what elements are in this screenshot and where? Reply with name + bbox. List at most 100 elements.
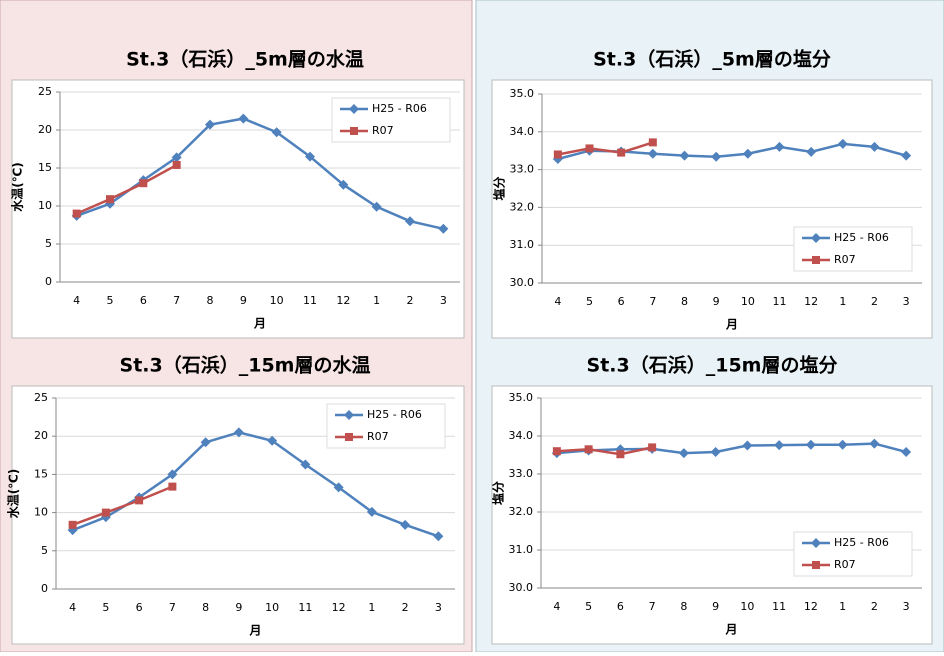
- legend-label: H25 - R06: [834, 231, 889, 244]
- y-axis-label: 水温(℃): [10, 162, 25, 212]
- y-tick-label: 30.0: [510, 276, 535, 289]
- x-axis-label: 月: [248, 624, 261, 638]
- marker: [72, 209, 81, 218]
- marker: [300, 459, 311, 470]
- y-tick-label: 15: [34, 467, 48, 480]
- marker: [901, 446, 912, 457]
- x-tick-label: 8: [680, 600, 687, 613]
- x-tick-label: 2: [871, 600, 878, 613]
- marker: [101, 508, 110, 517]
- marker: [805, 439, 816, 450]
- x-tick-label: 1: [368, 601, 375, 614]
- legend-label: H25 - R06: [367, 408, 422, 421]
- chart-title: St.3（石浜）_5m層の塩分: [593, 48, 831, 71]
- marker: [774, 440, 785, 451]
- marker: [205, 119, 215, 130]
- legend-marker: [350, 127, 358, 135]
- x-tick-label: 5: [586, 295, 593, 308]
- marker: [171, 152, 182, 163]
- x-tick-label: 1: [839, 600, 846, 613]
- marker: [338, 179, 349, 190]
- marker: [371, 201, 382, 212]
- marker: [584, 445, 593, 454]
- y-tick-label: 5: [45, 237, 52, 250]
- marker: [647, 148, 658, 159]
- y-tick-label: 10: [38, 199, 52, 212]
- marker: [648, 443, 657, 452]
- marker: [233, 427, 244, 438]
- marker: [837, 138, 848, 149]
- y-tick-label: 34.0: [509, 429, 534, 442]
- x-tick-label: 9: [240, 294, 247, 307]
- y-tick-label: 0: [41, 582, 48, 595]
- marker: [200, 437, 211, 448]
- series-line: [76, 163, 178, 215]
- y-tick-label: 0: [45, 275, 52, 288]
- x-tick-label: 10: [265, 601, 279, 614]
- marker: [333, 482, 344, 493]
- marker: [305, 151, 315, 162]
- marker: [135, 496, 144, 505]
- y-tick-label: 35.0: [510, 87, 535, 100]
- chart-title: St.3（石浜）_15m層の水温: [120, 354, 371, 377]
- marker: [553, 150, 562, 159]
- marker: [366, 506, 377, 517]
- y-tick-label: 31.0: [510, 238, 535, 251]
- y-tick-label: 33.0: [510, 163, 535, 176]
- y-tick-label: 25: [38, 85, 52, 98]
- x-tick-label: 4: [553, 600, 560, 613]
- y-axis-label: 塩分: [492, 176, 507, 200]
- y-tick-label: 20: [34, 429, 48, 442]
- y-tick-label: 10: [34, 506, 48, 519]
- series-line: [72, 485, 173, 526]
- x-tick-label: 6: [618, 295, 625, 308]
- marker: [617, 148, 626, 157]
- series-line: [72, 431, 439, 538]
- x-tick-label: 6: [136, 601, 143, 614]
- x-tick-label: 7: [649, 295, 656, 308]
- legend-marker: [811, 538, 821, 548]
- legend-marker: [811, 233, 821, 243]
- x-tick-label: 2: [402, 601, 409, 614]
- x-tick-label: 11: [773, 295, 787, 308]
- marker: [172, 160, 181, 169]
- marker: [869, 141, 880, 152]
- x-axis-label: 月: [253, 317, 266, 331]
- marker: [710, 446, 721, 457]
- chart-area: [491, 385, 933, 645]
- legend-marker: [344, 410, 354, 420]
- y-tick-label: 5: [41, 544, 48, 557]
- marker: [267, 435, 278, 446]
- chart-title: St.3（石浜）_15m層の塩分: [587, 354, 838, 377]
- legend-label: H25 - R06: [834, 536, 889, 549]
- marker: [106, 195, 114, 204]
- legend-label: R07: [372, 124, 394, 137]
- x-tick-label: 9: [712, 600, 719, 613]
- x-tick-label: 11: [303, 294, 317, 307]
- x-tick-label: 12: [804, 600, 818, 613]
- marker: [901, 150, 912, 161]
- marker: [167, 469, 178, 480]
- y-tick-label: 20: [38, 123, 52, 136]
- marker: [168, 482, 177, 491]
- x-axis-label: 月: [724, 623, 737, 637]
- legend-marker: [812, 256, 820, 264]
- marker: [806, 146, 817, 157]
- marker: [742, 148, 753, 159]
- y-tick-label: 25: [34, 391, 48, 404]
- y-tick-label: 34.0: [510, 125, 535, 138]
- x-tick-label: 2: [871, 295, 878, 308]
- x-tick-label: 6: [140, 294, 147, 307]
- marker: [837, 439, 848, 450]
- x-tick-label: 3: [903, 600, 910, 613]
- y-tick-label: 32.0: [509, 505, 534, 518]
- x-tick-label: 10: [270, 294, 284, 307]
- x-tick-label: 7: [173, 294, 180, 307]
- x-tick-label: 12: [804, 295, 818, 308]
- marker: [438, 223, 449, 234]
- marker: [139, 179, 148, 188]
- x-tick-label: 7: [649, 600, 656, 613]
- legend-marker: [345, 433, 353, 441]
- marker: [742, 440, 753, 451]
